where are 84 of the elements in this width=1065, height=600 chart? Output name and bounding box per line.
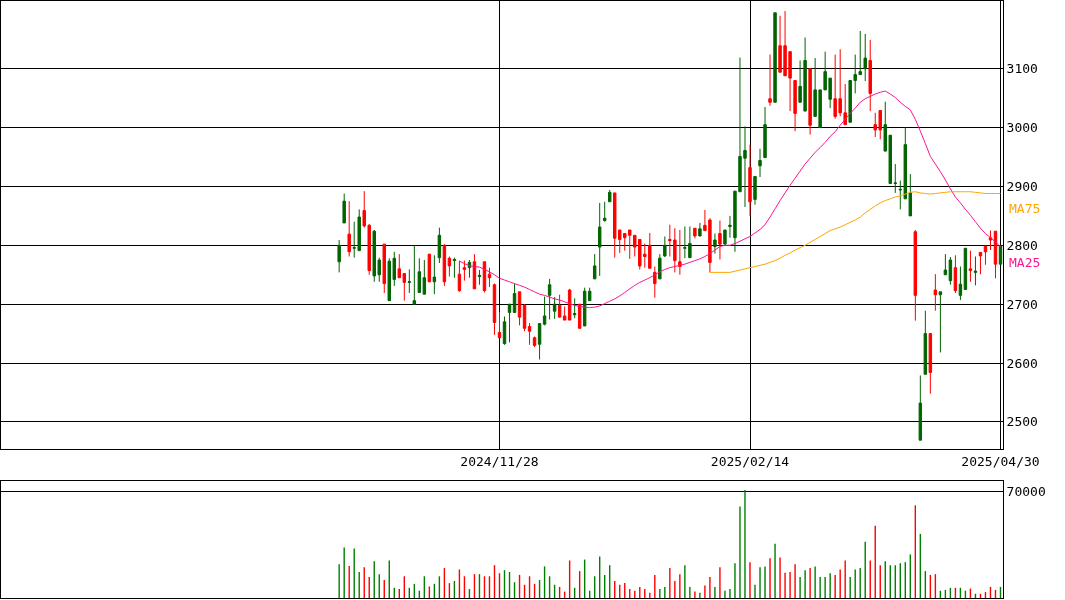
y-tick-label: 2500 (1006, 414, 1038, 430)
candlestick (928, 333, 933, 395)
candlestick (678, 229, 682, 276)
line-series (709, 191, 1001, 273)
candlestick (592, 253, 597, 280)
candlestick (537, 323, 542, 361)
candlestick (913, 229, 918, 322)
candlestick (457, 260, 462, 293)
candlestick (567, 288, 572, 321)
y-tick-label: 2900 (1006, 178, 1038, 194)
candlestick (958, 266, 963, 301)
candlestick (547, 278, 552, 320)
candlestick (432, 254, 437, 295)
candlestick (718, 220, 722, 260)
candlestick (658, 253, 662, 280)
candlestick (557, 294, 562, 318)
candlestick (793, 79, 797, 132)
candlestick (723, 229, 727, 245)
candlestick (427, 253, 432, 283)
series-label: MA75 (1009, 201, 1041, 216)
candlestick (863, 33, 867, 82)
candlestick (577, 303, 582, 329)
candlestick (382, 243, 386, 294)
candlestick (502, 316, 507, 346)
y-tick-label: 2800 (1006, 237, 1038, 253)
candlestick (978, 251, 983, 275)
candlestick (337, 239, 341, 273)
candlestick (452, 257, 457, 279)
candlestick (472, 253, 477, 290)
line-series (458, 90, 1001, 309)
candlestick (923, 310, 928, 375)
candlestick (437, 227, 442, 264)
x-tick-label: 2025/02/14 (710, 453, 790, 469)
candlestick (748, 144, 752, 217)
candlestick (938, 291, 943, 353)
candlestick (497, 311, 502, 339)
candlestick (572, 297, 577, 319)
y-tick-label: 2700 (1006, 296, 1038, 312)
candlestick (347, 200, 351, 257)
candlestick (602, 201, 607, 222)
candlestick (933, 273, 938, 312)
candlestick (953, 254, 958, 294)
y-tick-label: 70000 (1006, 484, 1046, 500)
candlestick (517, 291, 522, 326)
candlestick (607, 189, 612, 203)
candlestick (983, 245, 988, 266)
candlestick (492, 283, 497, 336)
candlestick (462, 260, 467, 282)
candlestick (773, 12, 777, 103)
candlestick (507, 303, 512, 343)
candlestick (808, 68, 812, 136)
candlestick (868, 39, 872, 112)
candlestick (713, 233, 717, 255)
candlestick (552, 296, 557, 320)
candlestick (487, 267, 492, 288)
candlestick (663, 235, 667, 258)
candlestick (417, 257, 422, 293)
candlestick (342, 193, 346, 224)
candlestick (758, 148, 762, 178)
candlestick (768, 54, 772, 107)
candlestick (597, 202, 602, 277)
y-tick-label: 3000 (1006, 120, 1038, 136)
candlestick (407, 268, 412, 294)
candlestick (753, 175, 757, 206)
candlestick (542, 296, 547, 326)
candlestick (653, 266, 657, 299)
candlestick (512, 283, 517, 313)
x-tick-label: 2024/11/28 (460, 453, 539, 469)
candlestick (968, 250, 973, 283)
candlestick (973, 256, 978, 286)
candlestick (948, 256, 953, 286)
candlestick (763, 106, 767, 159)
candlestick (918, 374, 923, 441)
y-tick-label: 2600 (1006, 355, 1038, 371)
candlestick (447, 256, 452, 278)
y-tick-label: 3100 (1006, 61, 1038, 77)
candlestick (477, 269, 482, 286)
candlestick (943, 253, 948, 276)
candlestick (693, 227, 697, 239)
candlestick (412, 244, 417, 305)
series-label: MA25 (1009, 255, 1041, 270)
candlestick (527, 322, 532, 346)
x-tick-label: 2025/04/30 (961, 453, 1040, 469)
candlestick (698, 222, 702, 237)
